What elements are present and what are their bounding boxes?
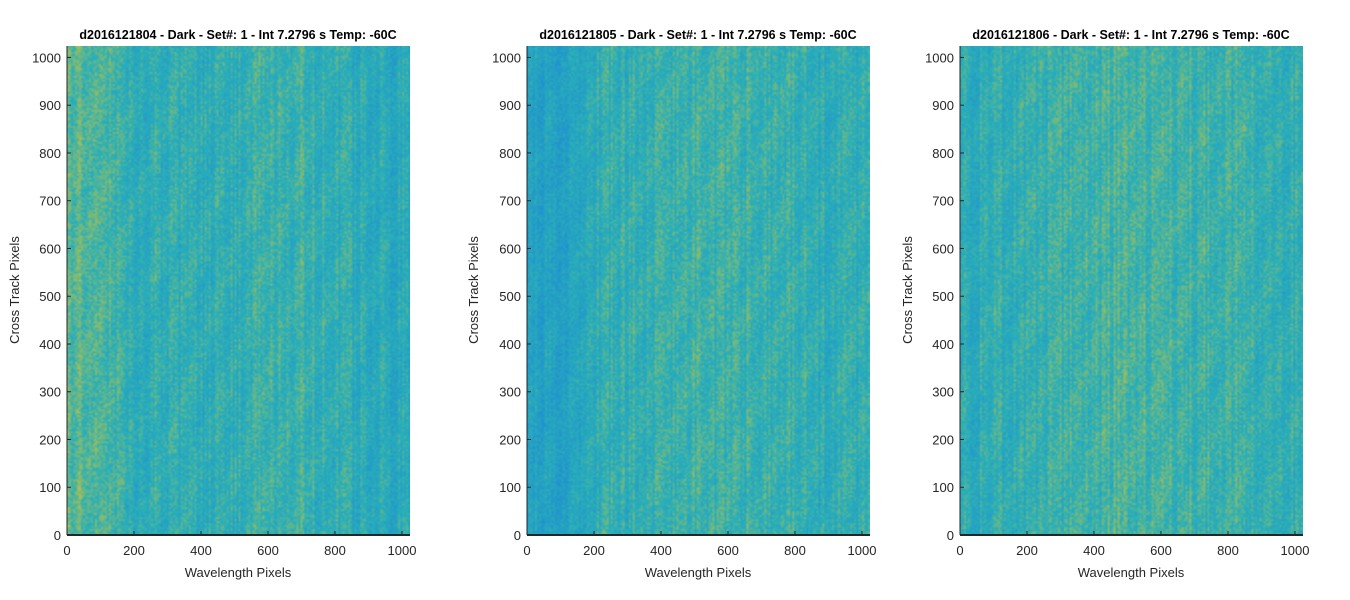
- x-tick-label: 1000: [848, 543, 877, 558]
- subplot-1: d2016121804 - Dark - Set#: 1 - Int 7.279…: [7, 28, 416, 580]
- y-tick-label: 700: [39, 194, 61, 209]
- x-tick-label: 800: [324, 543, 346, 558]
- heatmap-raster: [67, 46, 410, 535]
- x-tick-label: 600: [717, 543, 739, 558]
- y-tick-label: 600: [39, 241, 61, 256]
- heatmap-image: 0 200 400 600 800 1000 0 100 200 300 400 500 600 700 8…: [492, 46, 876, 558]
- subplot-3: d2016121806 - Dark - Set#: 1 - Int 7.279…: [900, 28, 1309, 580]
- x-tick-label: 0: [63, 543, 70, 558]
- x-tick-label: 200: [123, 543, 145, 558]
- y-tick-label: 400: [39, 337, 61, 352]
- y-tick-label: 400: [932, 337, 954, 352]
- y-tick-label: 200: [932, 432, 954, 447]
- y-tick-label: 700: [932, 194, 954, 209]
- y-tick-label: 100: [39, 480, 61, 495]
- heatmap-image: 0 200 400 600 800 1000 0 100 200 300 400 500 600 700 8…: [925, 46, 1309, 558]
- y-tick-label: 300: [39, 385, 61, 400]
- subplot-title: d2016121805 - Dark - Set#: 1 - Int 7.279…: [539, 28, 856, 42]
- heatmap-raster: [960, 46, 1303, 535]
- subplot-title: d2016121806 - Dark - Set#: 1 - Int 7.279…: [972, 28, 1289, 42]
- y-tick-label: 1000: [925, 50, 954, 65]
- x-tick-label: 600: [257, 543, 279, 558]
- y-tick-label: 800: [932, 146, 954, 161]
- y-tick-label: 1000: [492, 50, 521, 65]
- y-tick-label: 100: [499, 480, 521, 495]
- x-tick-label: 400: [190, 543, 212, 558]
- y-tick-label: 900: [499, 98, 521, 113]
- y-tick-label: 500: [932, 289, 954, 304]
- x-axis-label: Wavelength Pixels: [645, 565, 752, 580]
- x-tick-label: 0: [956, 543, 963, 558]
- x-tick-label: 800: [1217, 543, 1239, 558]
- x-axis-label: Wavelength Pixels: [185, 565, 292, 580]
- y-axis-label: Cross Track Pixels: [900, 236, 915, 344]
- y-tick-label: 200: [39, 432, 61, 447]
- subplot-title: d2016121804 - Dark - Set#: 1 - Int 7.279…: [79, 28, 396, 42]
- y-tick-label: 600: [499, 241, 521, 256]
- x-tick-label: 800: [784, 543, 806, 558]
- y-tick-label: 200: [499, 432, 521, 447]
- y-tick-label: 400: [499, 337, 521, 352]
- subplot-2: d2016121805 - Dark - Set#: 1 - Int 7.279…: [466, 28, 876, 580]
- x-tick-label: 400: [650, 543, 672, 558]
- y-tick-label: 900: [39, 98, 61, 113]
- y-tick-label: 500: [499, 289, 521, 304]
- x-tick-label: 200: [583, 543, 605, 558]
- y-tick-label: 300: [499, 385, 521, 400]
- y-axis-label: Cross Track Pixels: [7, 236, 22, 344]
- y-tick-label: 1000: [32, 50, 61, 65]
- y-tick-label: 800: [499, 146, 521, 161]
- x-tick-label: 400: [1083, 543, 1105, 558]
- heatmap-raster: [527, 46, 870, 535]
- y-tick-label: 0: [947, 528, 954, 543]
- y-tick-label: 0: [514, 528, 521, 543]
- y-tick-label: 500: [39, 289, 61, 304]
- y-tick-label: 700: [499, 194, 521, 209]
- y-axis-label: Cross Track Pixels: [466, 236, 481, 344]
- x-tick-label: 0: [523, 543, 530, 558]
- heatmap-image: 0 200 400 600 800 1000 0 100 200 300 400 500 600 700 8…: [32, 46, 416, 558]
- y-tick-label: 800: [39, 146, 61, 161]
- x-tick-label: 600: [1150, 543, 1172, 558]
- y-tick-label: 600: [932, 241, 954, 256]
- x-axis-label: Wavelength Pixels: [1078, 565, 1185, 580]
- y-tick-label: 100: [932, 480, 954, 495]
- y-tick-label: 0: [54, 528, 61, 543]
- y-tick-label: 300: [932, 385, 954, 400]
- y-tick-label: 900: [932, 98, 954, 113]
- x-tick-label: 1000: [1281, 543, 1310, 558]
- x-tick-label: 200: [1016, 543, 1038, 558]
- x-tick-label: 1000: [388, 543, 417, 558]
